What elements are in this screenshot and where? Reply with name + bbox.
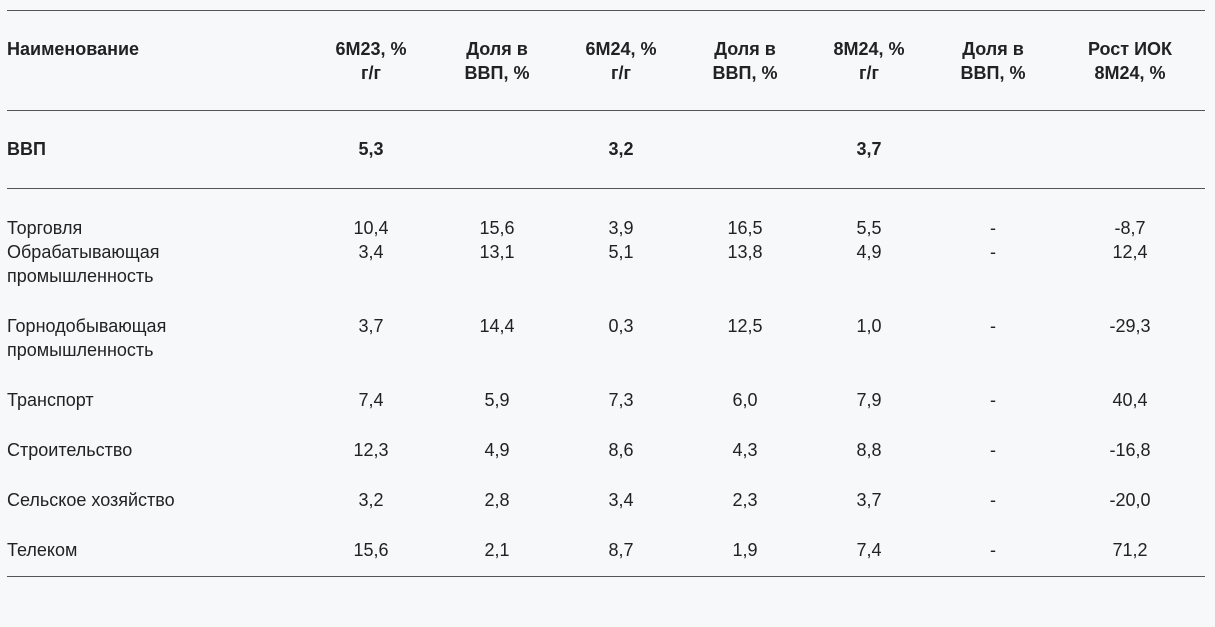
gdp-value-cell: 3,7 — [856, 139, 882, 159]
gdp-value-cell — [1055, 111, 1205, 189]
table-row: Торговля 10,4 15,6 3,9 16,5 5,5 - -8,7 — [7, 189, 1205, 241]
header-col-4: Доля в ВВП, % — [712, 39, 778, 83]
sector-value-cell: -16,8 — [1109, 440, 1151, 460]
header-col-1: 6М23, % г/г — [335, 39, 407, 83]
sector-value-cell: 10,4 — [353, 218, 389, 238]
sector-value-cell: 8,8 — [856, 440, 882, 460]
header-row: Наименование 6М23, % г/г Доля в ВВП, % 6М24, … — [7, 10, 1205, 111]
table-row: Обрабатывающая промышленность 3,4 13,1 5,1 1… — [7, 240, 1205, 314]
sector-value-cell: 3,9 — [608, 218, 634, 238]
sector-value-cell: 3,2 — [358, 490, 384, 510]
sector-value-cell: 4,3 — [732, 440, 758, 460]
table-row: Транспорт 7,4 5,9 7,3 6,0 7,9 - 40,4 — [7, 388, 1205, 438]
sector-value-cell: 0,3 — [608, 316, 634, 336]
gdp-section: ВВП 5,3 3,2 3,7 — [7, 111, 1205, 189]
header-col-5: 8М24, % г/г — [833, 39, 905, 83]
sector-value-cell: 7,4 — [856, 540, 882, 560]
table-header: Наименование 6М23, % г/г Доля в ВВП, % 6М24, … — [7, 10, 1205, 111]
sector-value-cell: -20,0 — [1109, 490, 1151, 510]
sector-value-cell: -8,7 — [1114, 218, 1146, 238]
gdp-value-cell: 3,2 — [608, 139, 634, 159]
sector-value-cell: - — [990, 490, 996, 510]
sector-value-cell: 14,4 — [479, 316, 515, 336]
sector-value-cell: 12,5 — [727, 316, 763, 336]
sector-value-cell: 1,9 — [732, 540, 758, 560]
sector-value-cell: 15,6 — [353, 540, 389, 560]
sector-value-cell: - — [990, 540, 996, 560]
sector-name-cell: Торговля — [7, 218, 83, 238]
table-bottom-border — [7, 576, 1205, 577]
sector-value-cell: 71,2 — [1112, 540, 1148, 560]
sector-value-cell: 3,7 — [856, 490, 882, 510]
sector-value-cell: 4,9 — [484, 440, 510, 460]
sector-value-cell: 12,4 — [1112, 242, 1148, 262]
gdp-value-cell — [931, 111, 1055, 189]
sector-value-cell: - — [990, 242, 996, 262]
table-row: Строительство 12,3 4,9 8,6 4,3 8,8 - -16,8 — [7, 438, 1205, 488]
sector-value-cell: 8,6 — [608, 440, 634, 460]
sector-value-cell: - — [990, 316, 996, 336]
sector-value-cell: 3,7 — [358, 316, 384, 336]
sector-rows: Торговля 10,4 15,6 3,9 16,5 5,5- -8,7 Обрабатыв… — [7, 189, 1205, 577]
header-col-6: Доля в ВВП, % — [960, 39, 1026, 83]
sector-name-cell: Сельское хозяйство — [7, 490, 175, 510]
sector-value-cell: 7,4 — [358, 390, 384, 410]
sector-value-cell: 8,7 — [608, 540, 634, 560]
sector-value-cell: 2,3 — [732, 490, 758, 510]
gdp-name-cell: ВВП — [7, 139, 46, 159]
sector-value-cell: 13,1 — [479, 242, 515, 262]
sector-value-cell: 1,0 — [856, 316, 882, 336]
sector-name-cell: Горнодобывающая промышленность — [7, 316, 167, 360]
table-row: Телеком 15,6 2,1 8,7 1,9 7,4 - 71,2 — [7, 538, 1205, 576]
sector-value-cell: 5,1 — [608, 242, 634, 262]
sector-name-cell: Строительство — [7, 440, 133, 460]
sector-value-cell: 6,0 — [732, 390, 758, 410]
sector-value-cell: 16,5 — [727, 218, 763, 238]
sector-value-cell: 13,8 — [727, 242, 763, 262]
sector-value-cell: 2,1 — [484, 540, 510, 560]
sector-value-cell: 5,5 — [856, 218, 882, 238]
sector-value-cell: 4,9 — [856, 242, 882, 262]
header-col-7: Рост ИОК 8М24, % — [1087, 39, 1173, 83]
sector-value-cell: 7,3 — [608, 390, 634, 410]
sector-name-cell: Обрабатывающая промышленность — [7, 242, 160, 286]
gdp-row: ВВП 5,3 3,2 3,7 — [7, 111, 1205, 189]
header-name: Наименование — [7, 39, 140, 59]
gdp-value-cell — [683, 111, 807, 189]
sector-value-cell: 5,9 — [484, 390, 510, 410]
header-col-3: 6М24, % г/г — [585, 39, 657, 83]
sector-value-cell: -29,3 — [1109, 316, 1151, 336]
sector-value-cell: 12,3 — [353, 440, 389, 460]
sector-value-cell: 15,6 — [479, 218, 515, 238]
sector-name-cell: Телеком — [7, 540, 78, 560]
gdp-value-cell: 5,3 — [358, 139, 384, 159]
sector-value-cell: - — [990, 440, 996, 460]
sector-value-cell: 3,4 — [608, 490, 634, 510]
gdp-value-cell — [435, 111, 559, 189]
sector-value-cell: 40,4 — [1112, 390, 1148, 410]
gdp-sector-table-container: Наименование 6М23, % г/г Доля в ВВП, % 6М24, … — [7, 10, 1205, 577]
header-col-2: Доля в ВВП, % — [464, 39, 530, 83]
sector-name-cell: Транспорт — [7, 390, 94, 410]
sector-value-cell: - — [990, 218, 996, 238]
sector-value-cell: - — [990, 390, 996, 410]
sector-value-cell: 3,4 — [358, 242, 384, 262]
sector-value-cell: 7,9 — [856, 390, 882, 410]
gdp-sector-table: Наименование 6М23, % г/г Доля в ВВП, % 6М24, … — [7, 10, 1205, 576]
table-row: Сельское хозяйство 3,2 2,8 3,4 2,3 3,7 - -20,0 — [7, 488, 1205, 538]
sector-value-cell: 2,8 — [484, 490, 510, 510]
table-row: Горнодобывающая промышленность 3,7 14,4 0,3… — [7, 314, 1205, 388]
